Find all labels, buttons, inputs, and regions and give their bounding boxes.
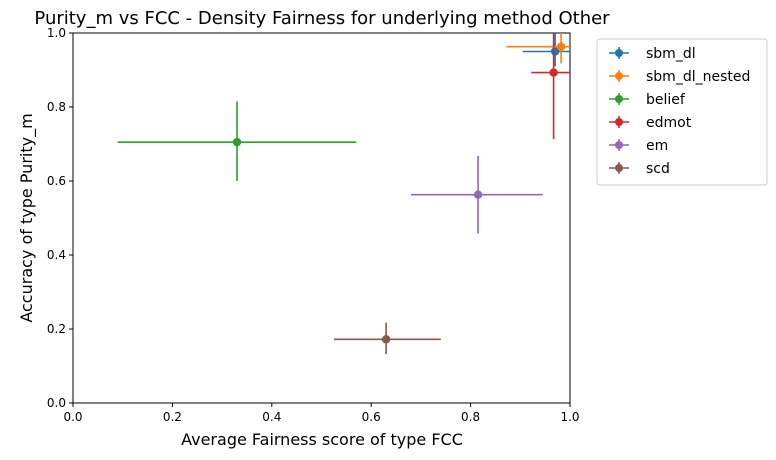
- chart-title: Purity_m vs FCC - Density Fairness for u…: [34, 8, 610, 29]
- data-point: [232, 137, 242, 147]
- legend-label: edmot: [646, 115, 692, 131]
- legend-marker: [615, 118, 623, 126]
- legend-item-edmot: edmot: [609, 115, 692, 131]
- legend-marker: [615, 164, 623, 172]
- legend-marker: [615, 141, 623, 149]
- data-point: [473, 190, 483, 199]
- y-tick-label: 0.2: [47, 322, 66, 336]
- legend-item-sbm-dl-nested: sbm_dl_nested: [609, 69, 750, 85]
- y-tick-label: 0.6: [47, 174, 66, 188]
- y-tick-label: 1.0: [47, 26, 66, 40]
- y-tick-label: 0.4: [47, 248, 66, 262]
- legend-marker: [615, 95, 623, 103]
- series-scd: [333, 322, 441, 355]
- data-marks: [117, 33, 570, 355]
- x-tick-label: 0.4: [262, 410, 281, 424]
- series-sbm-dl-nested: [506, 33, 570, 64]
- series-belief: [117, 101, 357, 181]
- x-axis-ticks: 0.0 0.2 0.4 0.6 0.8 1.0: [63, 403, 580, 424]
- data-point: [549, 68, 558, 77]
- legend-label: sbm_dl: [646, 46, 696, 62]
- plot-frame: [72, 32, 571, 404]
- legend-label: belief: [646, 92, 686, 108]
- y-axis-label: Accuracy of type Purity_m: [17, 113, 37, 322]
- y-tick-label: 0.8: [47, 100, 66, 114]
- x-axis-label: Average Fairness score of type FCC: [181, 430, 463, 449]
- data-point: [556, 42, 566, 51]
- legend-item-sbm-dl: sbm_dl: [609, 46, 696, 62]
- legend-marker: [615, 72, 623, 80]
- legend-item-belief: belief: [609, 92, 686, 108]
- legend-item-scd: scd: [609, 161, 670, 177]
- legend-label: sbm_dl_nested: [646, 69, 750, 85]
- data-point: [381, 335, 391, 344]
- x-tick-label: 0.6: [362, 410, 381, 424]
- legend-frame: [596, 38, 768, 186]
- series-em: [410, 155, 543, 234]
- y-axis-ticks: 0.0 0.2 0.4 0.6 0.8 1.0: [47, 26, 73, 410]
- y-tick-label: 0.0: [47, 396, 66, 410]
- x-tick-label: 1.0: [560, 410, 579, 424]
- legend-label: em: [646, 138, 668, 154]
- legend-marker: [615, 49, 623, 57]
- plot-area: [72, 32, 571, 404]
- legend-label: scd: [646, 161, 670, 177]
- x-tick-label: 0.2: [163, 410, 182, 424]
- x-tick-label: 0.8: [461, 410, 480, 424]
- series-edmot: [531, 33, 570, 140]
- x-tick-label: 0.0: [63, 410, 82, 424]
- legend-item-em: em: [609, 138, 668, 154]
